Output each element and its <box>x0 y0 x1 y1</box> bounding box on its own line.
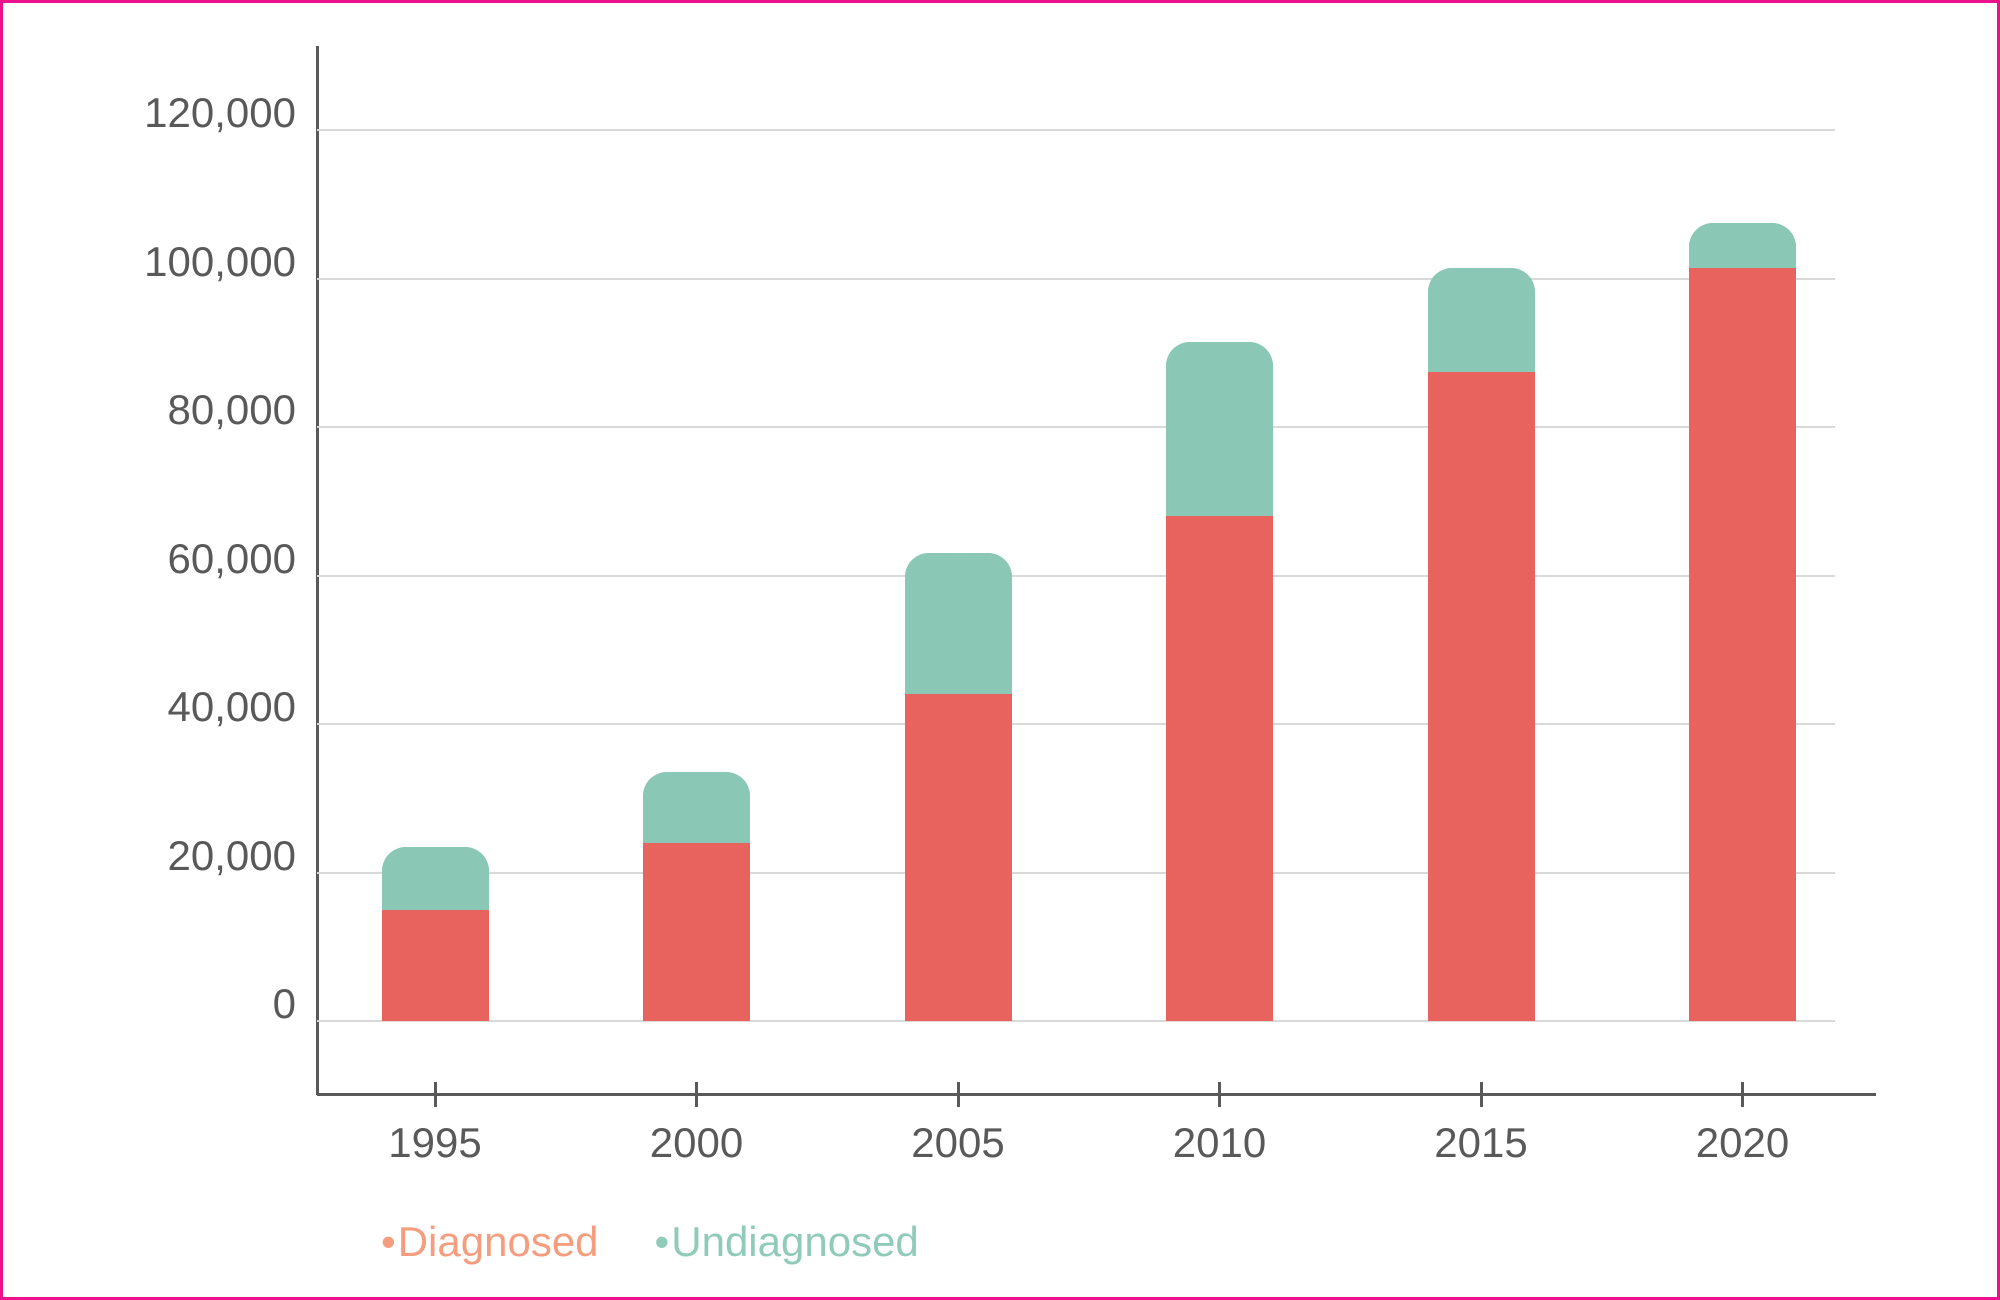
gridline-20000 <box>317 871 1835 874</box>
x-axis-tick-1995 <box>433 1082 437 1107</box>
bar-2010 <box>1166 341 1273 1021</box>
y-axis-tick-label: 60,000 <box>167 534 296 582</box>
legend-bullet-icon: • <box>381 1218 396 1265</box>
bar-2000 <box>643 772 750 1021</box>
bar-1995-diagnosed-segment <box>381 909 489 1021</box>
legend: •Diagnosed •Undiagnosed <box>381 1218 919 1266</box>
bar-2010-diagnosed-segment <box>1166 516 1273 1021</box>
gridline-80000 <box>317 426 1835 429</box>
legend-bullet-icon: • <box>654 1218 670 1265</box>
x-axis-tick-2005 <box>956 1082 960 1107</box>
y-axis-tick-label: 20,000 <box>167 831 296 879</box>
x-axis-tick-2000 <box>695 1082 698 1107</box>
bar-2020-diagnosed-segment <box>1689 267 1796 1021</box>
gridline-60000 <box>317 574 1835 577</box>
legend-label: Diagnosed <box>397 1218 599 1265</box>
x-axis-tick-2010 <box>1218 1082 1221 1107</box>
x-axis-tick-label: 2005 <box>911 1119 1005 1166</box>
bar-2015 <box>1427 267 1535 1021</box>
bar-2000-diagnosed-segment <box>643 842 750 1021</box>
x-axis-tick-2020 <box>1741 1082 1744 1107</box>
gridline-100000 <box>317 277 1835 280</box>
bar-2020 <box>1689 223 1796 1021</box>
y-axis-tick-label: 80,000 <box>167 386 296 434</box>
x-axis-tick-label: 2000 <box>649 1119 744 1166</box>
x-axis-tick-label: 2020 <box>1695 1119 1790 1166</box>
legend-label: Undiagnosed <box>671 1218 919 1265</box>
bar-2005-diagnosed-segment <box>904 694 1012 1021</box>
gridline-0 <box>317 1020 1835 1022</box>
x-axis-tick-2015 <box>1479 1082 1483 1107</box>
x-axis-tick-label: 2010 <box>1172 1119 1267 1166</box>
x-axis-tick-label: 1995 <box>388 1119 482 1166</box>
y-axis-tick-label: 40,000 <box>167 683 296 731</box>
bar-1995 <box>381 846 489 1021</box>
y-axis-tick-label: 0 <box>272 980 296 1027</box>
x-axis-tick-label: 2015 <box>1434 1119 1528 1166</box>
bar-2015-diagnosed-segment <box>1427 371 1535 1021</box>
y-axis-line <box>316 46 319 1095</box>
plot-area: 0 20,000 40,000 60,000 80,000 100,000 120,000 1… <box>3 3 1997 1297</box>
bar-2005 <box>904 553 1012 1021</box>
x-axis-line <box>317 1093 1876 1096</box>
legend-item-undiagnosed: •Undiagnosed <box>655 1218 919 1266</box>
gridline-40000 <box>317 723 1835 726</box>
y-axis-tick-label: 120,000 <box>144 89 296 137</box>
y-axis-tick-label: 100,000 <box>144 237 296 285</box>
legend-item-diagnosed: •Diagnosed <box>381 1218 599 1266</box>
gridline-120000 <box>317 129 1835 132</box>
